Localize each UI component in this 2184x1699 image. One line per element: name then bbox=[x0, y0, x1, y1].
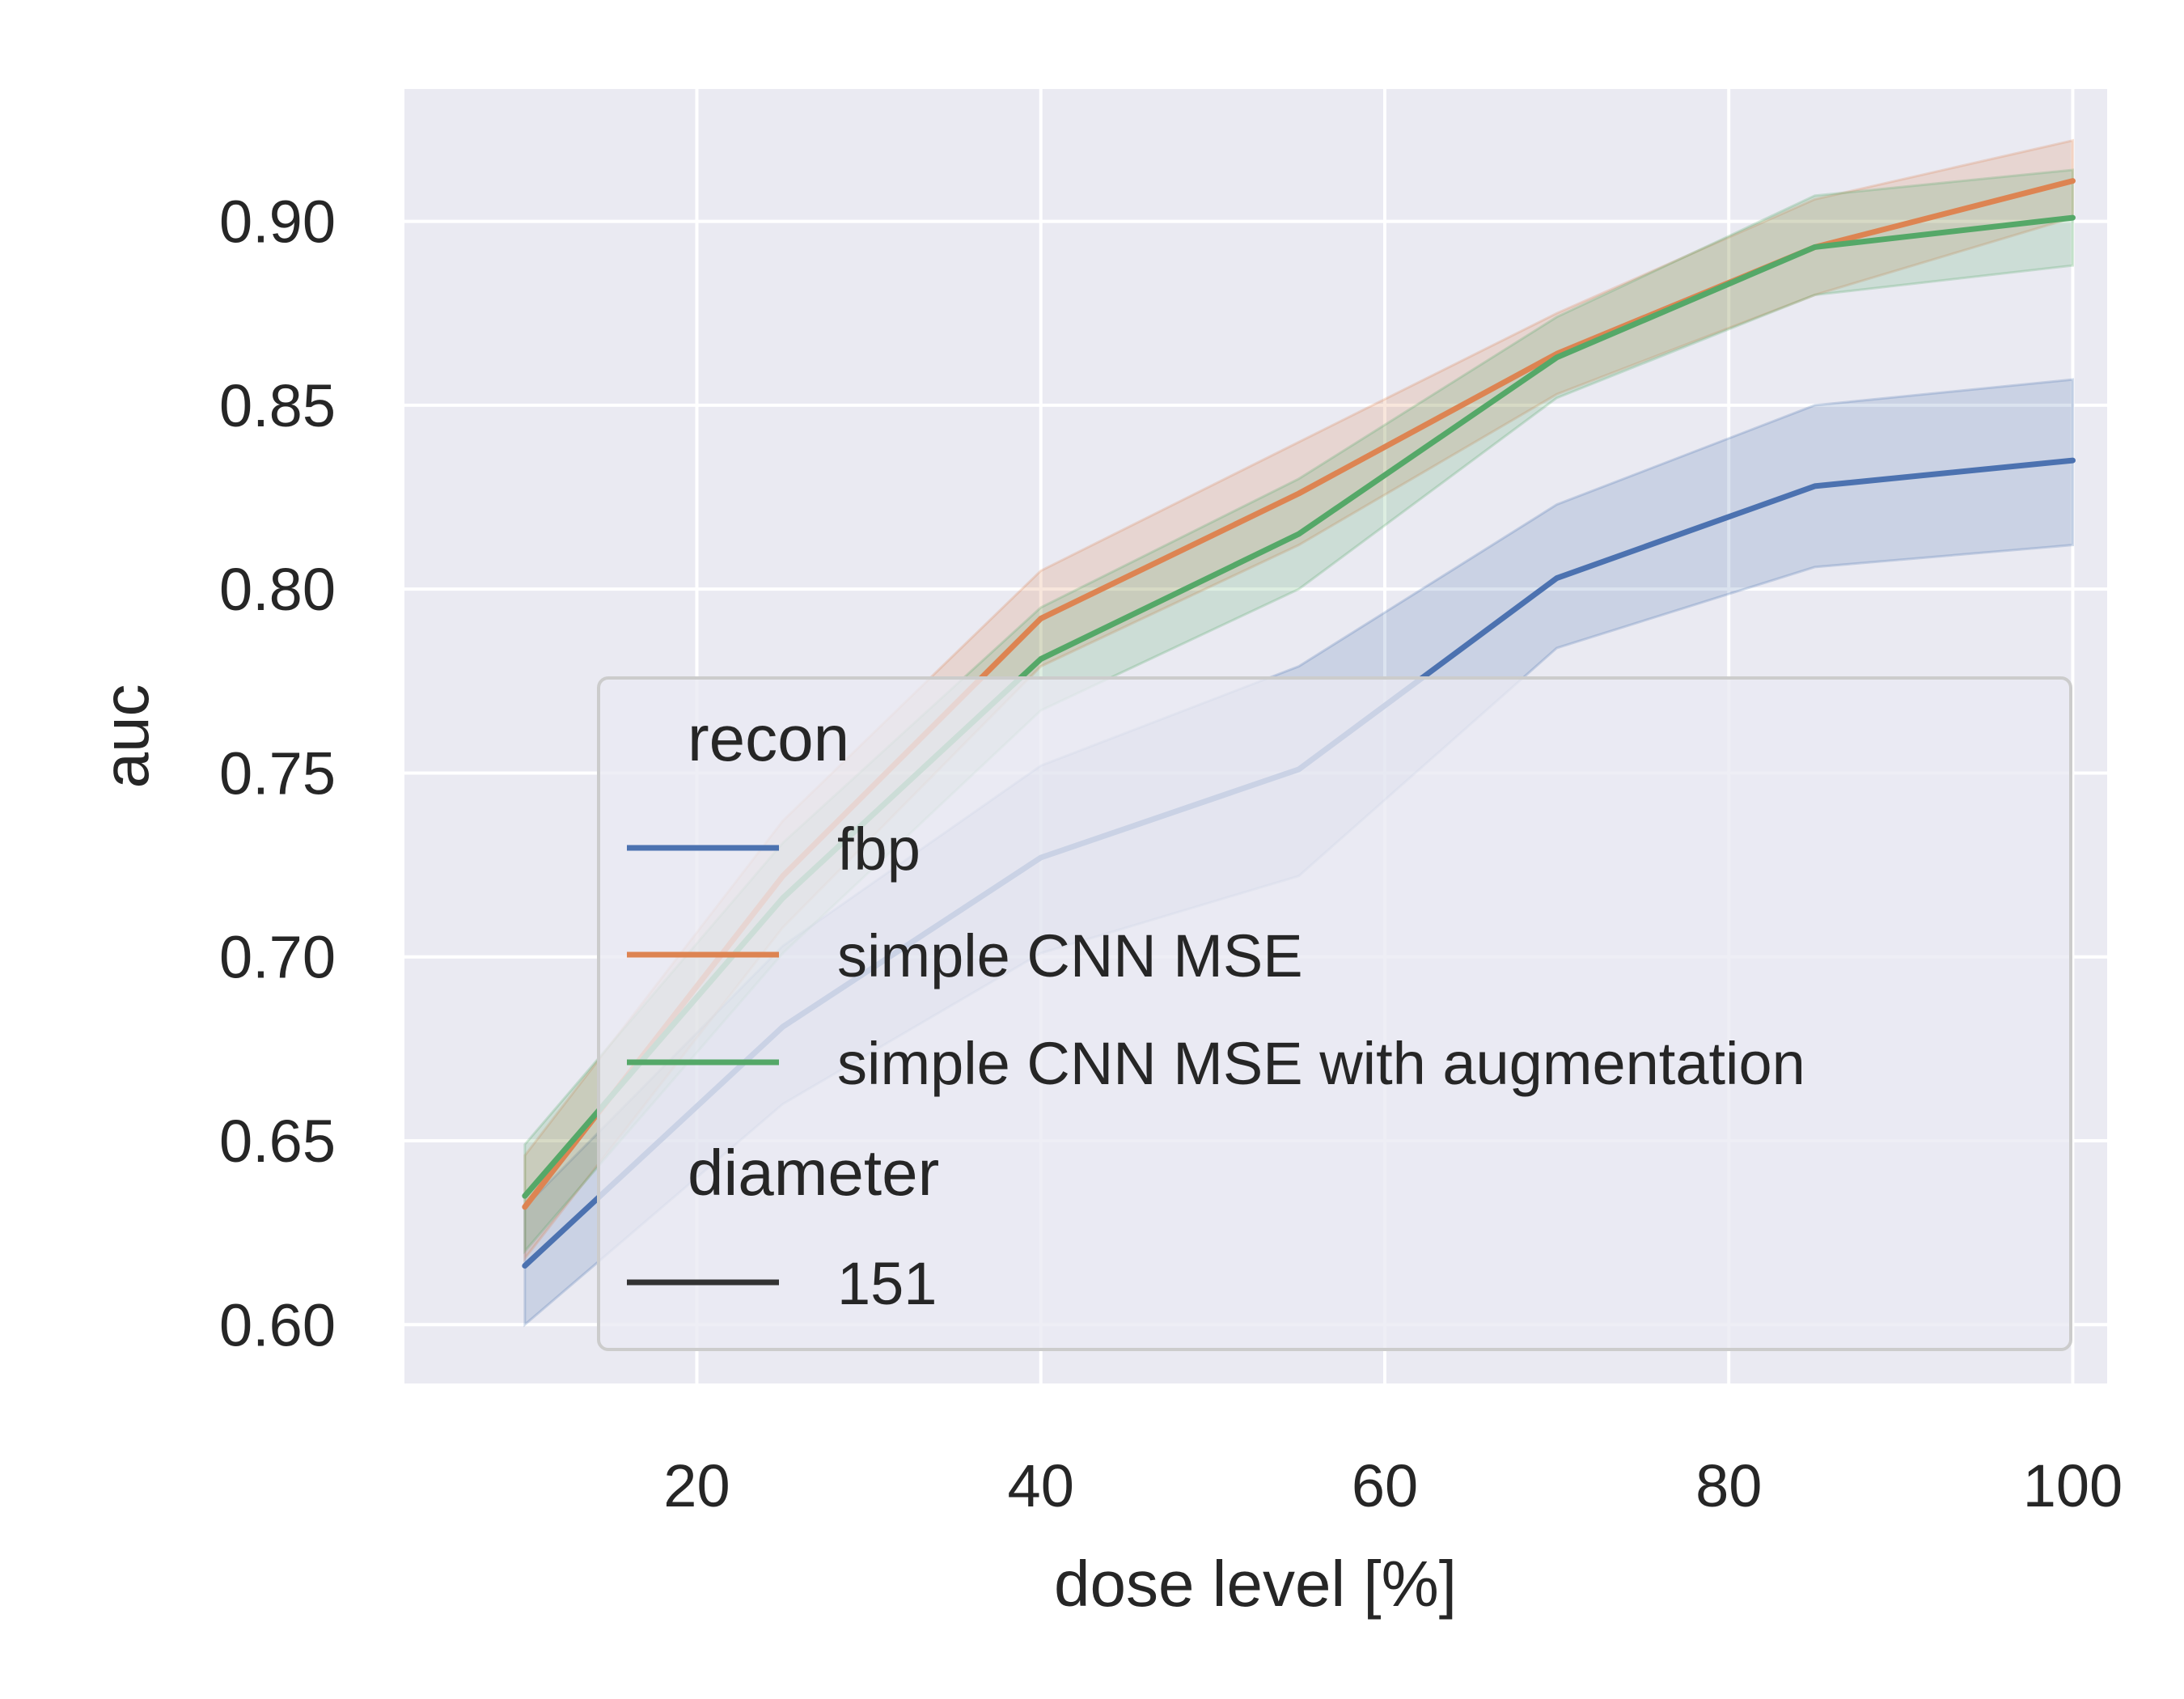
legend-label-simple-cnn-mse-augmentation: simple CNN MSE with augmentation bbox=[837, 1030, 1805, 1097]
y-tick-label: 0.60 bbox=[219, 1291, 336, 1358]
x-tick-label: 60 bbox=[1352, 1452, 1418, 1519]
legend-title-diameter: diameter bbox=[688, 1137, 939, 1209]
y-tick-labels: 0.60 0.65 0.70 0.75 0.80 0.85 0.90 bbox=[219, 189, 336, 1359]
legend-label-diameter-151: 151 bbox=[837, 1250, 937, 1317]
y-tick-label: 0.80 bbox=[219, 556, 336, 623]
legend-label-simple-cnn-mse: simple CNN MSE bbox=[837, 922, 1303, 989]
legend-frame bbox=[597, 676, 2072, 1351]
y-axis-label: auc bbox=[90, 684, 162, 789]
x-axis-label: dose level [%] bbox=[1054, 1548, 1457, 1620]
legend: recon fbp simple CNN MSE simple CNN MSE … bbox=[597, 676, 2072, 1351]
x-tick-label: 80 bbox=[1695, 1452, 1762, 1519]
y-tick-label: 0.70 bbox=[219, 924, 336, 991]
y-tick-label: 0.75 bbox=[219, 739, 336, 807]
legend-label-fbp: fbp bbox=[837, 816, 921, 883]
x-tick-labels: 20 40 60 80 100 bbox=[663, 1452, 2123, 1519]
x-tick-label: 100 bbox=[2023, 1452, 2123, 1519]
y-tick-label: 0.90 bbox=[219, 189, 336, 256]
x-tick-label: 20 bbox=[663, 1452, 730, 1519]
legend-title-recon: recon bbox=[688, 702, 849, 774]
y-tick-label: 0.85 bbox=[219, 372, 336, 439]
x-tick-label: 40 bbox=[1008, 1452, 1074, 1519]
y-tick-label: 0.65 bbox=[219, 1108, 336, 1175]
